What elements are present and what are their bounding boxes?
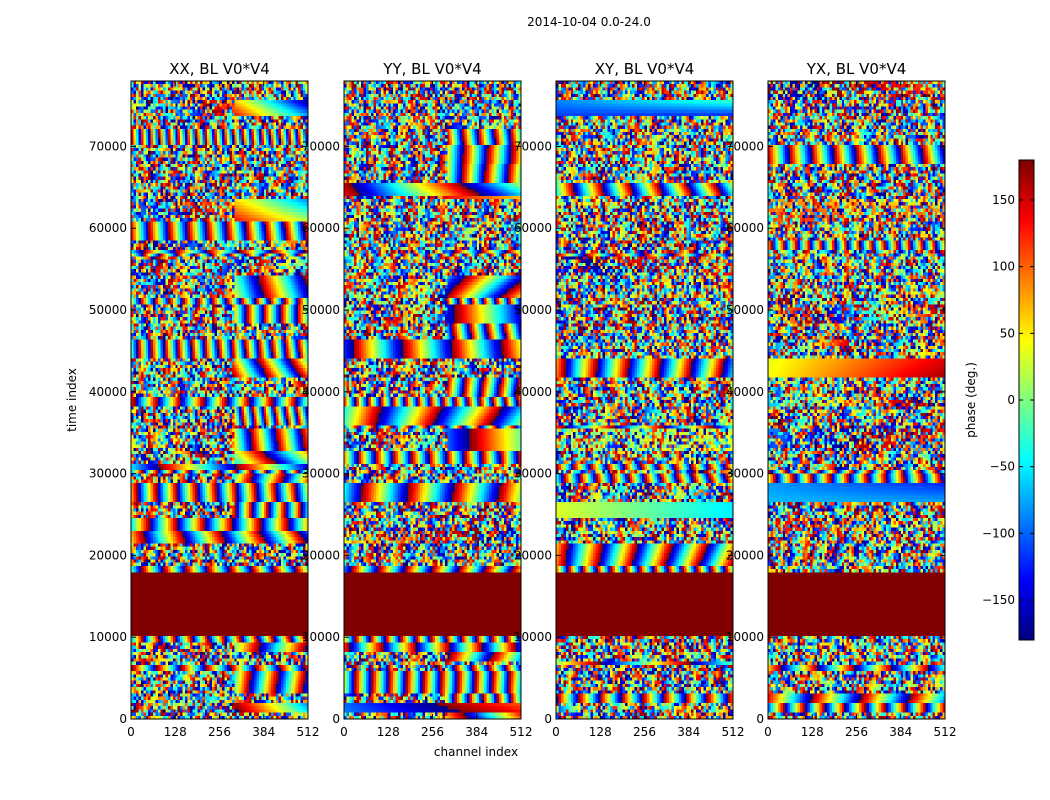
y-tick-label: 40000 (726, 385, 764, 399)
x-tick-label: 0 (340, 725, 348, 739)
panel-title: YX, BL V0*V4 (806, 60, 907, 78)
x-tick-label: 512 (934, 725, 957, 739)
y-tick-label: 0 (332, 712, 340, 726)
heatmap-canvas (556, 81, 733, 719)
y-tick-label: 10000 (726, 630, 764, 644)
x-tick-label: 384 (252, 725, 275, 739)
x-tick-label: 384 (465, 725, 488, 739)
panels: XX, BL V0*V4 0 128 256 384 512 0 10000 20000 3000… (89, 60, 957, 739)
y-tick-label: 20000 (89, 548, 127, 562)
y-tick-label: 30000 (302, 467, 340, 481)
x-tick-label: 128 (164, 725, 187, 739)
y-tick-label: 40000 (514, 385, 552, 399)
phase-heatmap (131, 81, 308, 719)
panel-title: YY, BL V0*V4 (382, 60, 481, 78)
x-tick-label: 0 (127, 725, 135, 739)
panel-4: YX, BL V0*V4 0 128 256 384 512 0 10000 20000 3000… (726, 60, 957, 739)
y-axis-label: time index (65, 368, 79, 432)
x-tick-label: 512 (510, 725, 533, 739)
y-tick-label: 20000 (302, 548, 340, 562)
y-tick-label: 20000 (514, 548, 552, 562)
y-tick-label: 50000 (726, 303, 764, 317)
panel-1: XX, BL V0*V4 0 128 256 384 512 0 10000 20000 3000… (89, 60, 320, 739)
y-tick-label: 30000 (514, 467, 552, 481)
heatmap-canvas (768, 81, 945, 719)
x-tick-label: 512 (722, 725, 745, 739)
y-tick-label: 30000 (726, 467, 764, 481)
y-tick-label: 60000 (514, 221, 552, 235)
figure-title: 2014-10-04 0.0-24.0 (527, 15, 651, 29)
heatmap-canvas (131, 81, 308, 719)
phase-heatmap (768, 81, 945, 719)
y-tick-label: 0 (544, 712, 552, 726)
y-tick-label: 40000 (89, 385, 127, 399)
x-tick-label: 256 (845, 725, 868, 739)
y-tick-label: 50000 (514, 303, 552, 317)
y-tick-label: 60000 (726, 221, 764, 235)
colorbar-canvas (1019, 160, 1034, 640)
y-tick-label: 40000 (302, 385, 340, 399)
y-tick-label: 50000 (89, 303, 127, 317)
x-tick-label: 256 (633, 725, 656, 739)
panel-3: XY, BL V0*V4 0 128 256 384 512 0 10000 20000 3000… (514, 60, 745, 739)
y-tick-label: 70000 (302, 139, 340, 153)
phase-heatmap (344, 81, 521, 719)
colorbar-tick-label: 50 (1000, 326, 1015, 340)
x-tick-label: 128 (377, 725, 400, 739)
x-tick-label: 256 (208, 725, 231, 739)
x-axis-label: channel index (434, 745, 518, 759)
y-tick-label: 20000 (726, 548, 764, 562)
panel-title: XX, BL V0*V4 (169, 60, 270, 78)
x-tick-label: 384 (677, 725, 700, 739)
x-tick-label: 128 (801, 725, 824, 739)
y-tick-label: 60000 (89, 221, 127, 235)
y-tick-label: 30000 (89, 467, 127, 481)
colorbar: −150 −100 −50 0 50 100 150 phase (deg.) (964, 159, 1035, 641)
y-tick-label: 50000 (302, 303, 340, 317)
phase-heatmap (556, 81, 733, 719)
colorbar-tick-label: −100 (982, 526, 1015, 540)
y-tick-label: 10000 (89, 630, 127, 644)
y-tick-label: 0 (756, 712, 764, 726)
y-tick-label: 70000 (89, 139, 127, 153)
x-tick-label: 0 (764, 725, 772, 739)
colorbar-tick-label: 100 (992, 260, 1015, 274)
colorbar-tick-label: 0 (1007, 393, 1015, 407)
y-tick-label: 10000 (302, 630, 340, 644)
x-tick-label: 128 (589, 725, 612, 739)
y-tick-label: 70000 (514, 139, 552, 153)
y-tick-label: 0 (119, 712, 127, 726)
colorbar-tick-label: −50 (990, 460, 1015, 474)
x-tick-label: 0 (552, 725, 560, 739)
colorbar-label: phase (deg.) (964, 362, 978, 438)
x-tick-label: 512 (297, 725, 320, 739)
heatmap-canvas (344, 81, 521, 719)
y-tick-label: 10000 (514, 630, 552, 644)
x-tick-label: 384 (889, 725, 912, 739)
panel-title: XY, BL V0*V4 (595, 60, 695, 78)
y-tick-label: 70000 (726, 139, 764, 153)
colorbar-gradient (1019, 160, 1034, 640)
y-tick-label: 60000 (302, 221, 340, 235)
colorbar-tick-label: 150 (992, 193, 1015, 207)
x-tick-label: 256 (421, 725, 444, 739)
panel-2: YY, BL V0*V4 0 128 256 384 512 0 10000 20000 3000… (302, 60, 533, 739)
colorbar-tick-label: −150 (982, 593, 1015, 607)
